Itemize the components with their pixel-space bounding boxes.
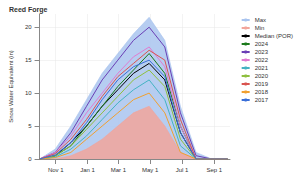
svg-text:May 1: May 1 xyxy=(142,167,159,173)
svg-text:2017: 2017 xyxy=(255,97,269,103)
svg-text:Nov 1: Nov 1 xyxy=(48,167,64,173)
svg-text:2020: 2020 xyxy=(255,73,269,79)
svg-text:0: 0 xyxy=(28,156,32,162)
svg-text:Jan 1: Jan 1 xyxy=(80,167,95,173)
svg-text:Reed Forge: Reed Forge xyxy=(9,6,48,14)
svg-text:2024: 2024 xyxy=(255,41,269,47)
svg-text:2023: 2023 xyxy=(255,49,269,55)
svg-text:Sep 1: Sep 1 xyxy=(207,167,223,173)
svg-text:Min: Min xyxy=(255,25,265,31)
svg-text:Mar 1: Mar 1 xyxy=(111,167,127,173)
svg-text:2022: 2022 xyxy=(255,57,269,63)
svg-text:Max: Max xyxy=(255,17,266,23)
svg-text:Jul 1: Jul 1 xyxy=(176,167,189,173)
svg-text:15: 15 xyxy=(25,57,32,63)
svg-text:5: 5 xyxy=(28,123,32,129)
svg-text:2019: 2019 xyxy=(255,81,269,87)
svg-text:10: 10 xyxy=(25,90,32,96)
svg-text:2018: 2018 xyxy=(255,89,269,95)
svg-text:20: 20 xyxy=(25,24,32,30)
svg-text:Snow Water Equivalent (in): Snow Water Equivalent (in) xyxy=(8,50,14,122)
svg-text:Median (POR): Median (POR) xyxy=(255,33,293,39)
svg-text:2021: 2021 xyxy=(255,65,269,71)
